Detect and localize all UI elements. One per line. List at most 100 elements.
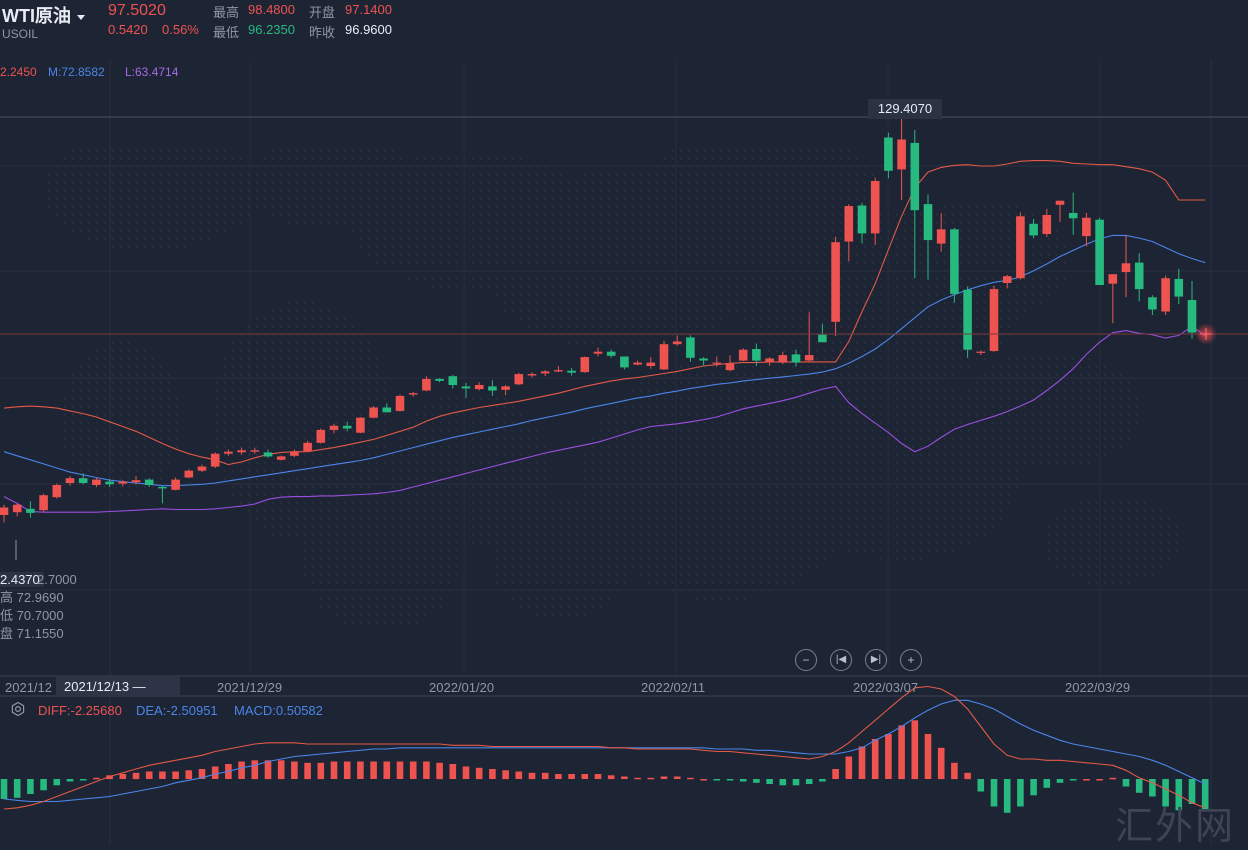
scroll-to-end-button[interactable]: ▶| — [865, 649, 887, 671]
macd-histogram-bar — [832, 769, 839, 779]
macd-histogram-bar — [409, 761, 417, 779]
candle-body — [527, 374, 537, 376]
candle-body — [356, 417, 365, 433]
macd-histogram-bar — [1149, 779, 1156, 797]
candle-body — [1148, 297, 1157, 310]
macd-histogram-bar — [541, 772, 549, 780]
macd-diff-legend: DIFF:-2.25680 — [38, 703, 122, 718]
candle-body — [78, 478, 88, 483]
boll-mid-legend: M:72.8582 — [48, 65, 105, 79]
candle-body — [738, 349, 748, 361]
macd-histogram-bar — [1162, 779, 1169, 807]
candle-body — [686, 337, 695, 358]
candle-body — [554, 370, 563, 372]
macd-histogram-bar — [119, 774, 127, 779]
date-label-4: 2022/03/07 — [853, 680, 919, 695]
macd-histogram-bar — [819, 779, 826, 782]
candle-body — [237, 450, 246, 453]
macd-histogram-bar — [489, 769, 496, 779]
macd-histogram-bar — [647, 777, 655, 780]
macd-histogram-bar — [673, 776, 681, 779]
candle-body — [1042, 215, 1052, 234]
crosshair-partial-value: 2.7000 — [37, 572, 77, 587]
macd-histogram-bar — [990, 779, 998, 807]
candle-body — [52, 485, 62, 498]
candle-body — [171, 479, 180, 490]
macd-histogram-bar — [1122, 779, 1130, 787]
macd-histogram-bar — [726, 779, 734, 781]
macd-histogram-bar — [502, 770, 509, 780]
candle-body — [39, 495, 48, 511]
candle-body — [844, 206, 854, 242]
prev-close-label: 昨收 — [309, 25, 336, 40]
macd-histogram-bar — [858, 746, 866, 779]
candle-body — [567, 370, 576, 373]
candle-body — [395, 395, 405, 411]
zoom-out-button[interactable]: − — [795, 649, 817, 671]
macd-histogram-bar — [343, 761, 351, 779]
macd-histogram-bar — [607, 775, 615, 780]
scroll-to-start-button[interactable]: |◀ — [830, 649, 852, 671]
candle-body — [1161, 278, 1170, 312]
macd-histogram-bar — [370, 761, 377, 779]
candle-body — [620, 356, 629, 368]
candle-body — [329, 425, 339, 430]
candle-body — [1095, 219, 1104, 285]
macd-histogram-bar — [951, 762, 958, 780]
low-value: 96.2350 — [248, 22, 295, 37]
macd-histogram-bar — [0, 779, 8, 799]
macd-histogram-bar — [1109, 777, 1117, 780]
macd-histogram-bar — [594, 774, 602, 779]
candle-body — [884, 137, 893, 171]
diff-line — [3, 685, 1206, 810]
macd-histogram-bar — [1017, 779, 1024, 807]
candle-body — [0, 507, 9, 515]
macd-histogram-bar — [357, 761, 364, 779]
macd-histogram-bar — [515, 771, 523, 779]
macd-histogram-bar — [27, 779, 34, 794]
macd-histogram-bar — [172, 771, 179, 779]
candle-body — [474, 385, 484, 390]
world-map-background — [48, 150, 1178, 624]
macd-histogram-bar — [291, 761, 298, 779]
macd-histogram-bar — [885, 734, 892, 779]
candlestick-series[interactable] — [0, 117, 1197, 523]
candle-body — [870, 181, 880, 234]
macd-histogram-bar — [779, 779, 787, 786]
macd-histogram-bar — [660, 776, 668, 779]
macd-histogram-bar — [185, 770, 193, 780]
candle-body — [989, 289, 999, 351]
macd-histogram-bar — [277, 760, 285, 780]
macd-histogram-bar — [251, 760, 259, 780]
settings-gear-icon[interactable] — [11, 702, 25, 716]
candle-body — [950, 229, 959, 294]
candle-body — [1187, 300, 1197, 333]
candle-body — [1108, 274, 1118, 284]
macd-histogram-bar — [1135, 779, 1143, 793]
candle-body — [818, 334, 827, 343]
candle-body — [1055, 200, 1065, 205]
candle-body — [250, 450, 260, 452]
macd-histogram-bar — [66, 779, 74, 782]
prev-close-value: 96.9600 — [345, 22, 392, 37]
boll-upper-legend: 2.2450 — [0, 65, 37, 79]
instrument-selector[interactable]: WTI原油 — [2, 2, 85, 28]
macd-histogram-bar — [581, 774, 589, 779]
crosshair-date-label: 2021/12/13 — — [56, 677, 180, 696]
high-label: 最高 — [213, 5, 240, 20]
candle-body — [910, 142, 920, 211]
macd-histogram-bar — [1043, 779, 1051, 788]
candle-body — [290, 451, 299, 456]
candle-body — [646, 362, 656, 366]
macd-histogram-bar — [621, 776, 628, 779]
candle-body — [857, 205, 867, 234]
macd-histogram-bar — [449, 764, 457, 779]
macd-histogram-bar — [766, 779, 773, 784]
macd-histogram-bar — [964, 772, 971, 780]
zoom-in-button[interactable]: + — [900, 649, 922, 671]
candle-body — [633, 362, 642, 365]
candle-body — [369, 407, 378, 418]
candle-body — [1068, 212, 1078, 219]
macd-histogram-bar — [475, 767, 483, 780]
